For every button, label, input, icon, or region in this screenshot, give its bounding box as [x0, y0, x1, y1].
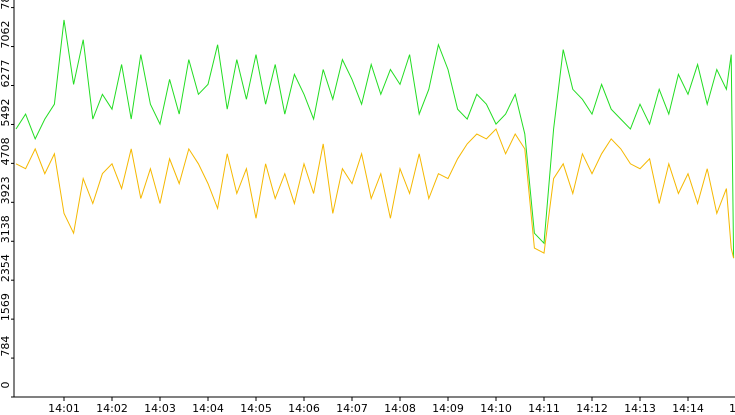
line-series: [15, 19, 735, 259]
y-tick-label: 7847: [0, 0, 12, 10]
y-tick-label: 0: [0, 382, 12, 389]
x-tick-label: 14:14: [672, 402, 704, 415]
y-tick-label: 1569: [0, 293, 12, 321]
y-tick-label: 4708: [0, 137, 12, 165]
x-tick-label: 14:05: [240, 402, 272, 415]
x-tick-label: 14:09: [432, 402, 464, 415]
y-tick-label: 6277: [0, 60, 12, 88]
x-tick-label: 14:01: [48, 402, 80, 415]
y-tick-label: 2354: [0, 254, 12, 282]
x-tick-label: 14:11: [528, 402, 560, 415]
x-tick-label: 14:06: [288, 402, 320, 415]
line-series: [15, 128, 735, 259]
x-tick-label: 14: [729, 402, 735, 415]
y-tick-label: 7062: [0, 21, 12, 49]
y-tick-label: 3923: [0, 176, 12, 204]
x-tick-label: 14:13: [624, 402, 656, 415]
y-tick-label: 3138: [0, 215, 12, 243]
x-tick-label: 14:04: [192, 402, 224, 415]
x-tick-label: 14:03: [144, 402, 176, 415]
y-tick-label: 5492: [0, 98, 12, 126]
x-tick-label: 14:12: [576, 402, 608, 415]
x-tick-label: 14:08: [384, 402, 416, 415]
x-tick-label: 14:07: [336, 402, 368, 415]
x-tick-label: 14:02: [96, 402, 128, 415]
y-tick-label: 784: [0, 336, 12, 357]
x-tick-label: 14:10: [480, 402, 512, 415]
